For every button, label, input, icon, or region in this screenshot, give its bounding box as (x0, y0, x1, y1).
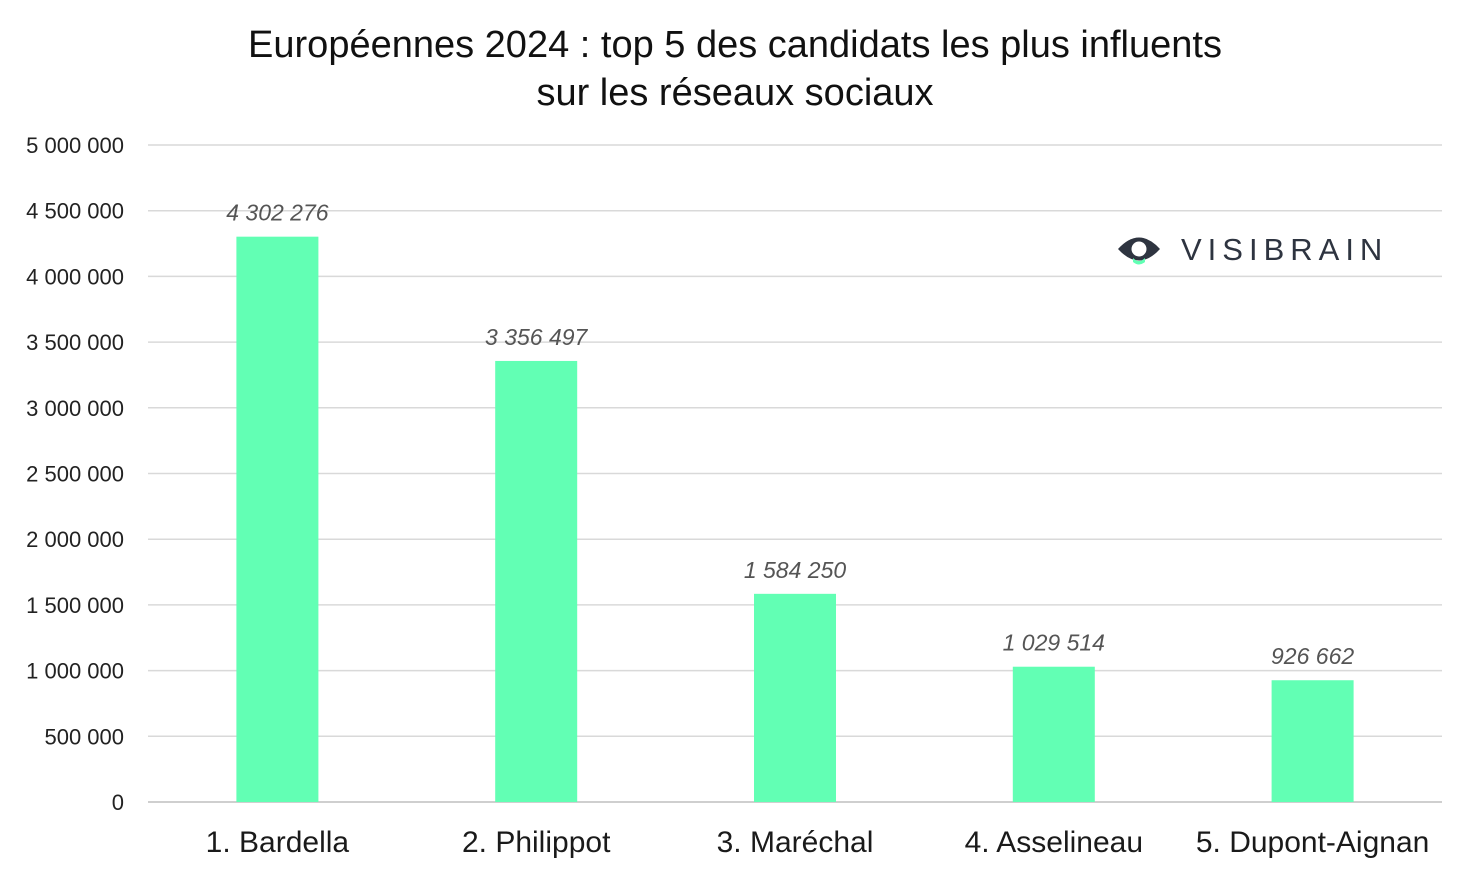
logo-text: VISIBRAIN (1181, 232, 1388, 267)
x-tick-label: 3. Maréchal (717, 826, 874, 859)
y-tick-label: 2 000 000 (26, 527, 124, 552)
data-label: 4 302 276 (226, 200, 329, 226)
y-tick-label: 0 (112, 790, 124, 815)
y-tick-label: 5 000 000 (26, 133, 124, 158)
data-label: 1 029 514 (1003, 630, 1105, 656)
y-axis-ticks: 0 500 000 1 000 000 1 500 000 2 000 000 2 500… (26, 133, 124, 815)
data-label: 926 662 (1271, 643, 1354, 669)
x-axis-ticks: 1. Bardella 2. Philippot 3. Maréchal 4. Ass… (206, 826, 1430, 859)
chart-title: Européennes 2024 : top 5 des candidats l… (248, 24, 1222, 114)
x-tick-label: 4. Asselineau (965, 826, 1143, 859)
data-label: 1 584 250 (744, 557, 847, 583)
bar (495, 360, 578, 802)
bar (1012, 666, 1095, 802)
y-tick-label: 3 000 000 (26, 396, 124, 421)
y-tick-label: 3 500 000 (26, 330, 124, 355)
x-tick-label: 2. Philippot (462, 826, 611, 859)
y-tick-label: 1 000 000 (26, 659, 124, 684)
y-tick-label: 4 000 000 (26, 264, 124, 289)
y-tick-label: 500 000 (44, 724, 124, 749)
eye-icon (1118, 237, 1160, 265)
y-tick-label: 2 500 000 (26, 462, 124, 487)
bars (236, 236, 1354, 803)
chart-title-line-2: sur les réseaux sociaux (536, 72, 933, 114)
bar (754, 593, 836, 802)
y-tick-label: 4 500 000 (26, 199, 124, 224)
bar (1271, 680, 1354, 802)
chart-title-line-1: Européennes 2024 : top 5 des candidats l… (248, 24, 1222, 66)
x-tick-label: 5. Dupont-Aignan (1196, 826, 1430, 859)
y-tick-label: 1 500 000 (26, 593, 124, 618)
bar (236, 236, 319, 803)
x-tick-label: 1. Bardella (206, 826, 350, 859)
data-label: 3 356 497 (485, 324, 589, 350)
gridlines (148, 144, 1442, 803)
visibrain-logo: VISIBRAIN (1118, 232, 1388, 267)
data-labels: 4 302 276 3 356 497 1 584 250 1 029 514 926 … (226, 200, 1354, 670)
